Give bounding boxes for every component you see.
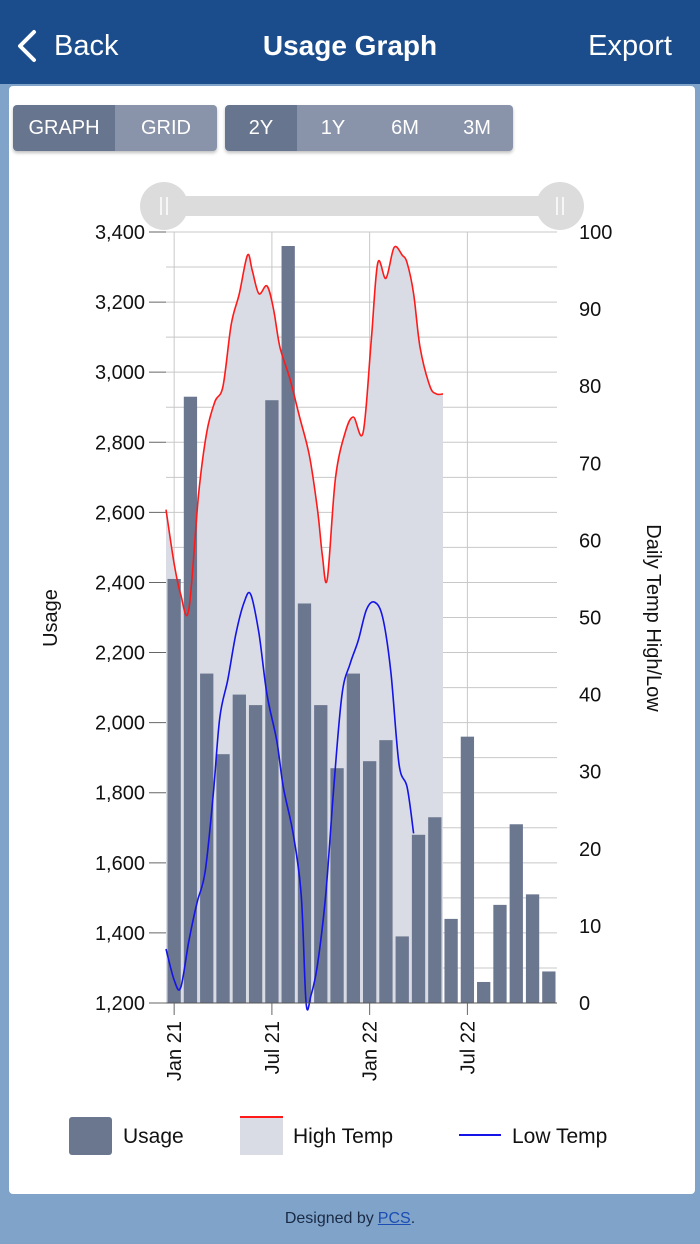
- left-tick-label: 1,400: [95, 923, 145, 945]
- graph-card: GRAPH GRID 2Y 1Y 6M 3M: [9, 86, 695, 1194]
- left-tick-label: 3,200: [95, 292, 145, 314]
- high-temp-line: [165, 245, 444, 617]
- usage-bars: [167, 246, 556, 1004]
- high-temp-swatch: [240, 1117, 283, 1155]
- usage-bar: [525, 894, 540, 1003]
- usage-bar: [297, 603, 312, 1003]
- range-6m-button[interactable]: 6M: [369, 105, 441, 151]
- x-tick-label: Jan 21: [164, 1021, 186, 1081]
- footer: Designed by PCS .: [0, 1194, 700, 1244]
- left-axis-title: Usage: [40, 589, 62, 647]
- right-tick-label: 60: [579, 530, 601, 552]
- usage-bar: [346, 673, 360, 1003]
- usage-bar: [379, 740, 393, 1003]
- right-tick-label: 90: [579, 299, 601, 321]
- left-tick-label: 3,400: [95, 222, 145, 244]
- usage-bar: [477, 981, 491, 1003]
- x-tick-label: Jul 22: [457, 1021, 479, 1074]
- legend-high-temp-label: High Temp: [293, 1125, 393, 1148]
- left-tick-label: 2,800: [95, 432, 145, 454]
- right-tick-label: 100: [579, 222, 612, 244]
- right-tick-label: 10: [579, 916, 601, 938]
- legend-item-usage[interactable]: Usage: [69, 1117, 184, 1155]
- usage-bar: [314, 705, 328, 1003]
- usage-bar: [167, 578, 181, 1003]
- right-tick-label: 80: [579, 376, 601, 398]
- left-tick-label: 2,400: [95, 572, 145, 594]
- right-tick-label: 20: [579, 839, 601, 861]
- range-toggle: 2Y 1Y 6M 3M: [225, 105, 513, 151]
- left-tick-label: 2,000: [95, 713, 145, 735]
- chevron-left-icon: [18, 30, 36, 62]
- legend-item-low-temp[interactable]: Low Temp: [459, 1125, 607, 1148]
- usage-bar: [411, 834, 426, 1003]
- range-1y-button[interactable]: 1Y: [297, 105, 369, 151]
- left-tick-label: 2,600: [95, 502, 145, 524]
- legend-usage-label: Usage: [123, 1125, 184, 1148]
- usage-bar: [428, 817, 442, 1003]
- usage-bar: [542, 971, 556, 1003]
- graph-view-button[interactable]: GRAPH: [13, 105, 115, 151]
- grid-view-button[interactable]: GRID: [115, 105, 217, 151]
- legend-low-temp-label: Low Temp: [512, 1125, 607, 1148]
- range-slider-track[interactable]: [159, 196, 559, 216]
- range-slider-right-handle[interactable]: [536, 182, 584, 230]
- left-tick-label: 2,200: [95, 643, 145, 665]
- right-tick-label: 40: [579, 685, 601, 707]
- usage-bar: [281, 246, 295, 1003]
- left-tick-label: 1,200: [95, 993, 145, 1015]
- usage-bar: [216, 754, 230, 1003]
- usage-swatch: [69, 1117, 112, 1155]
- right-tick-label: 0: [579, 993, 590, 1015]
- right-tick-label: 30: [579, 762, 601, 784]
- left-tick-label: 1,600: [95, 853, 145, 875]
- low-temp-line: [165, 591, 415, 1011]
- x-tick-label: Jan 22: [360, 1021, 382, 1081]
- chart-legend: Usage High Temp Low Temp: [69, 1116, 607, 1155]
- usage-bar: [330, 768, 344, 1003]
- usage-bar: [460, 736, 475, 1003]
- left-tick-label: 3,000: [95, 362, 145, 384]
- usage-bar: [395, 936, 409, 1003]
- back-label: Back: [54, 29, 119, 62]
- usage-bar: [200, 673, 214, 1003]
- usage-bar: [265, 400, 279, 1004]
- usage-bar: [493, 904, 507, 1003]
- footer-prefix: Designed by: [284, 1210, 374, 1227]
- range-2y-button[interactable]: 2Y: [225, 105, 297, 151]
- usage-bar: [248, 705, 263, 1003]
- x-axis-ticks: Jan 21 Jul 21 Jan 22 Jul 22: [164, 1003, 479, 1081]
- right-axis-ticks: 0 10 20 30 40 50 60 70 80 90 100: [579, 222, 612, 1015]
- chart-area: 1,200 1,400 1,600 1,800 2,000 2,200 2,400 2,600…: [9, 86, 695, 1194]
- export-button[interactable]: Export: [588, 30, 672, 62]
- right-axis-title: Daily Temp High/Low: [642, 524, 664, 712]
- legend-item-high-temp[interactable]: High Temp: [240, 1116, 393, 1155]
- nav-bar: Back Usage Graph Export: [0, 0, 700, 84]
- pcs-link[interactable]: PCS: [377, 1210, 411, 1227]
- x-tick-label: Jul 21: [262, 1021, 284, 1074]
- range-3m-button[interactable]: 3M: [441, 105, 513, 151]
- usage-bar: [509, 824, 523, 1003]
- right-tick-label: 50: [579, 608, 601, 630]
- usage-bar: [444, 918, 458, 1003]
- range-slider-left-handle[interactable]: [140, 182, 188, 230]
- left-tick-label: 1,800: [95, 783, 145, 805]
- view-toggle: GRAPH GRID: [13, 105, 217, 151]
- usage-chart: 1,200 1,400 1,600 1,800 2,000 2,200 2,400 2,600…: [40, 182, 664, 1155]
- right-tick-label: 70: [579, 453, 601, 475]
- back-button[interactable]: Back: [14, 26, 118, 66]
- left-axis-ticks: 1,200 1,400 1,600 1,800 2,000 2,200 2,400 2,600…: [95, 222, 166, 1015]
- usage-bar: [232, 694, 246, 1003]
- usage-bar: [363, 761, 377, 1003]
- footer-suffix: .: [410, 1210, 416, 1227]
